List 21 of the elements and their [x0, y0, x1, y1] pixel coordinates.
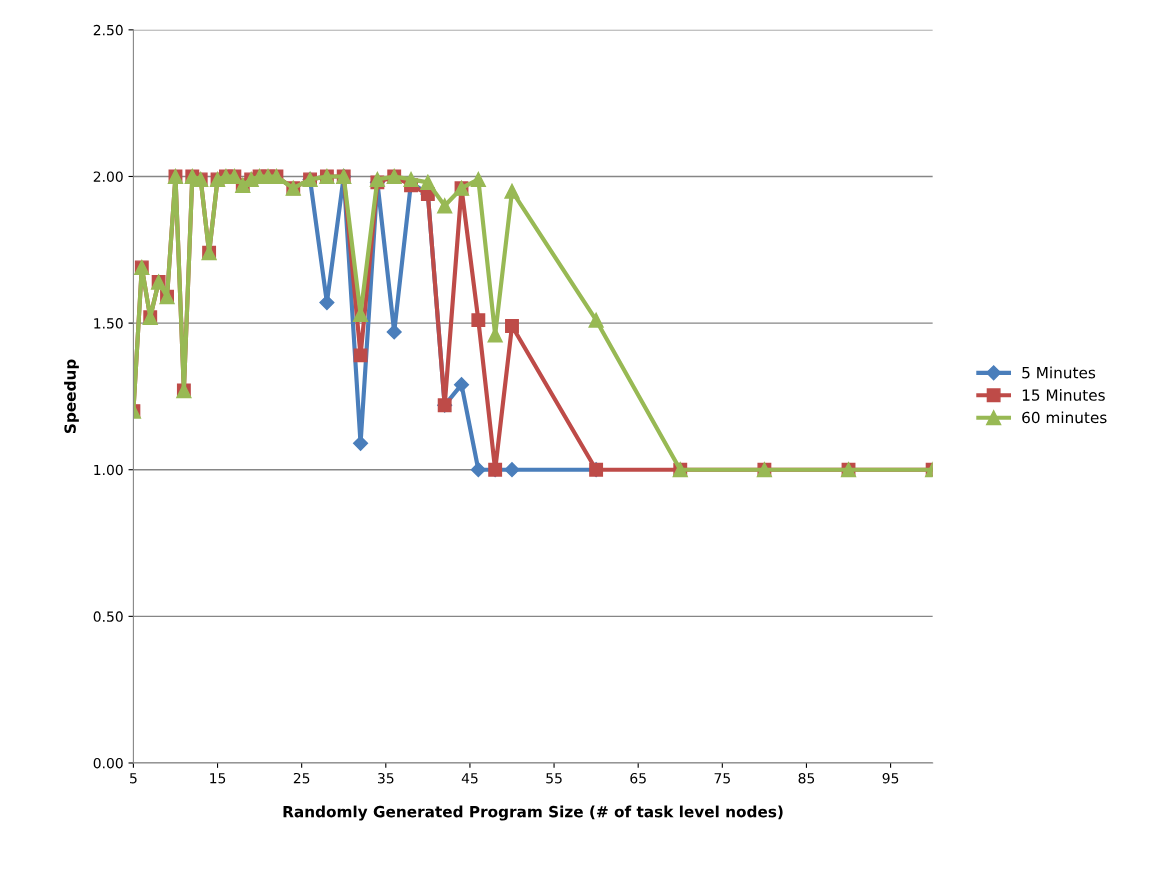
y-axis-title: Speedup: [64, 359, 79, 434]
y-tick-label: 0.50: [93, 611, 123, 622]
x-tick-label: 5: [130, 773, 137, 784]
legend-label: 15 Minutes: [1022, 389, 1105, 401]
x-tick-label: 95: [882, 772, 899, 784]
x-tick-label: 25: [293, 772, 310, 784]
y-tick-label: 1.00: [94, 464, 123, 476]
x-tick-label: 15: [210, 773, 226, 784]
x-tick-label: 55: [546, 773, 562, 784]
legend-label: 5 Minutes: [1022, 366, 1096, 379]
legend-label: 60 minutes: [1022, 411, 1107, 424]
y-tick-label: 0.00: [93, 757, 123, 769]
x-tick-label: 85: [798, 772, 815, 784]
x-tick-label: 65: [630, 772, 646, 784]
x-tick-label: 35: [378, 772, 394, 784]
y-tick-label: 1.50: [94, 318, 123, 329]
y-tick-label: 2.00: [93, 171, 123, 182]
x-axis-title: Randomly Generated Program Size (# of task level nodes): [283, 805, 783, 821]
x-tick-label: 45: [461, 773, 478, 784]
x-tick-label: 75: [714, 773, 730, 784]
y-tick-label: 2.50: [93, 24, 123, 36]
